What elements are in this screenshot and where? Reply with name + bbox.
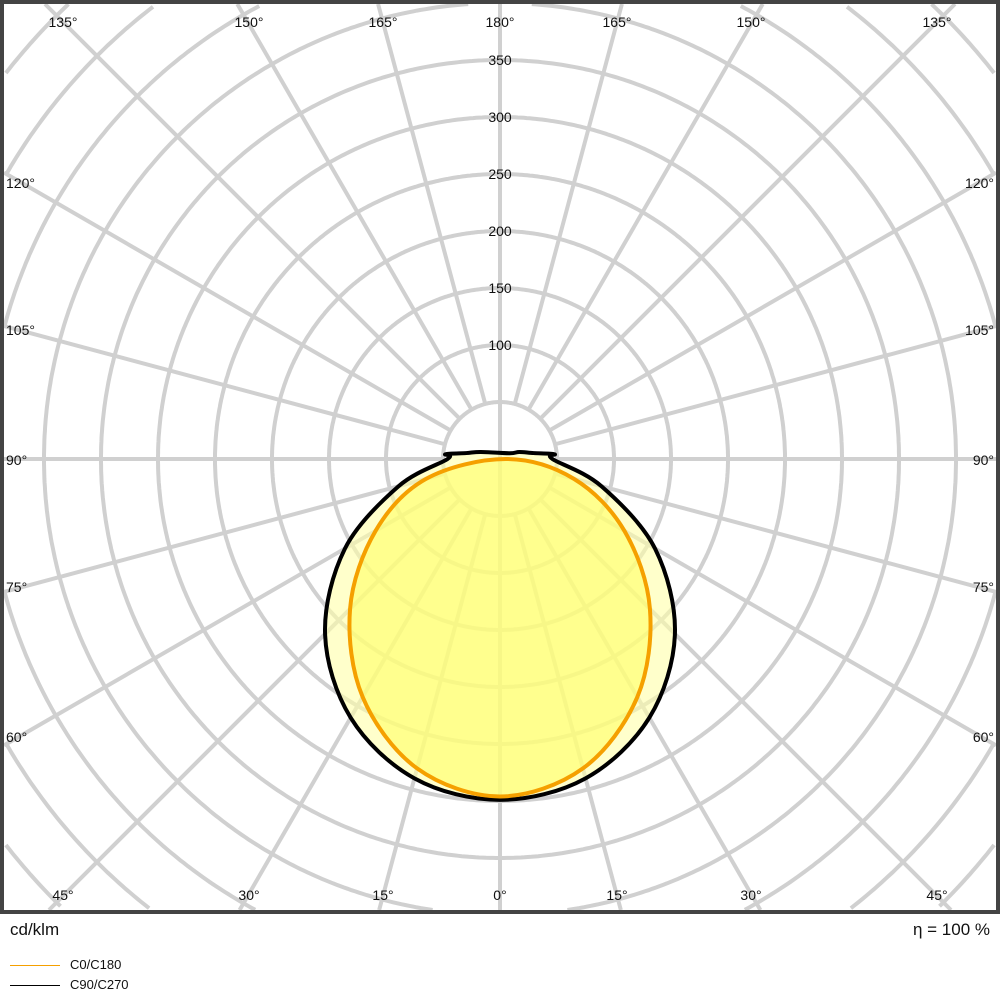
angle-label: 75°: [973, 579, 994, 595]
angle-label: 105°: [6, 322, 35, 338]
grid-spoke: [3, 324, 446, 447]
legend-swatch-orange: [10, 964, 60, 966]
angle-label: 165°: [369, 14, 398, 30]
grid-spoke: [235, 3, 474, 411]
grid-spoke: [43, 2, 462, 421]
radial-tick-label: 150: [488, 280, 512, 296]
angle-label: 45°: [926, 887, 947, 903]
angle-label: 150°: [737, 14, 766, 30]
angle-label: 60°: [6, 729, 27, 745]
angle-label: 120°: [965, 175, 994, 191]
angle-label: 15°: [372, 887, 393, 903]
unit-label: cd/klm: [10, 920, 60, 939]
polar-grid: [2, 2, 998, 912]
efficiency-label: η = 100 %: [912, 920, 990, 939]
grid-spoke: [3, 170, 452, 433]
angle-label: 135°: [923, 14, 952, 30]
radial-tick-label: 100: [488, 337, 512, 353]
angle-label: 30°: [740, 887, 761, 903]
angle-label: 135°: [49, 14, 78, 30]
legend-item-c90: C90/C270: [10, 977, 129, 993]
curve-c90-c270: [323, 449, 677, 802]
radial-tick-label: 200: [488, 223, 512, 239]
grid-circle: [4, 2, 996, 908]
radial-tick-label: 300: [488, 109, 512, 125]
angle-label: 120°: [6, 175, 35, 191]
angle-label: 180°: [486, 14, 515, 30]
curve-c0-c180: [347, 457, 653, 799]
grid-circle: [42, 2, 958, 912]
grid-spoke: [538, 2, 957, 421]
radial-tick-label: 250: [488, 166, 512, 182]
angle-label: 0°: [493, 887, 506, 903]
angle-label: 30°: [238, 887, 259, 903]
grid-spoke: [512, 3, 624, 405]
grid-circle: [4, 5, 996, 910]
grid-spoke: [554, 324, 997, 447]
angle-label: 150°: [235, 14, 264, 30]
curves: [323, 449, 677, 802]
grid-spoke: [526, 2, 765, 411]
legend-swatch-black: [10, 984, 60, 986]
legend-label: C0/C180: [70, 957, 122, 972]
grid-spoke: [376, 3, 488, 405]
grid-circle: [2, 4, 998, 912]
grid-spoke: [554, 471, 997, 594]
angle-label: 90°: [973, 452, 994, 468]
legend-label: C90/C270: [70, 977, 129, 992]
curve-fill-c0-c180: [349, 459, 651, 797]
legend-item-c0: C0/C180: [10, 957, 121, 973]
grid-spoke: [548, 170, 998, 433]
angle-label: 105°: [965, 322, 994, 338]
polar-intensity-chart: 135° 150° 165° 180° 165° 150° 135° 45° 30° 15° 0° 1…: [0, 0, 1000, 914]
angle-label: 45°: [52, 887, 73, 903]
grid-spoke: [3, 471, 446, 594]
radial-tick-label: 350: [488, 52, 512, 68]
angle-label: 165°: [603, 14, 632, 30]
angle-label: 75°: [6, 579, 27, 595]
chart-frame: [0, 0, 1000, 914]
angle-label: 15°: [606, 887, 627, 903]
angle-label: 90°: [6, 452, 27, 468]
axis-labels: 135° 150° 165° 180° 165° 150° 135° 45° 30° 15° 0° 1…: [6, 14, 994, 903]
angle-label: 60°: [973, 729, 994, 745]
